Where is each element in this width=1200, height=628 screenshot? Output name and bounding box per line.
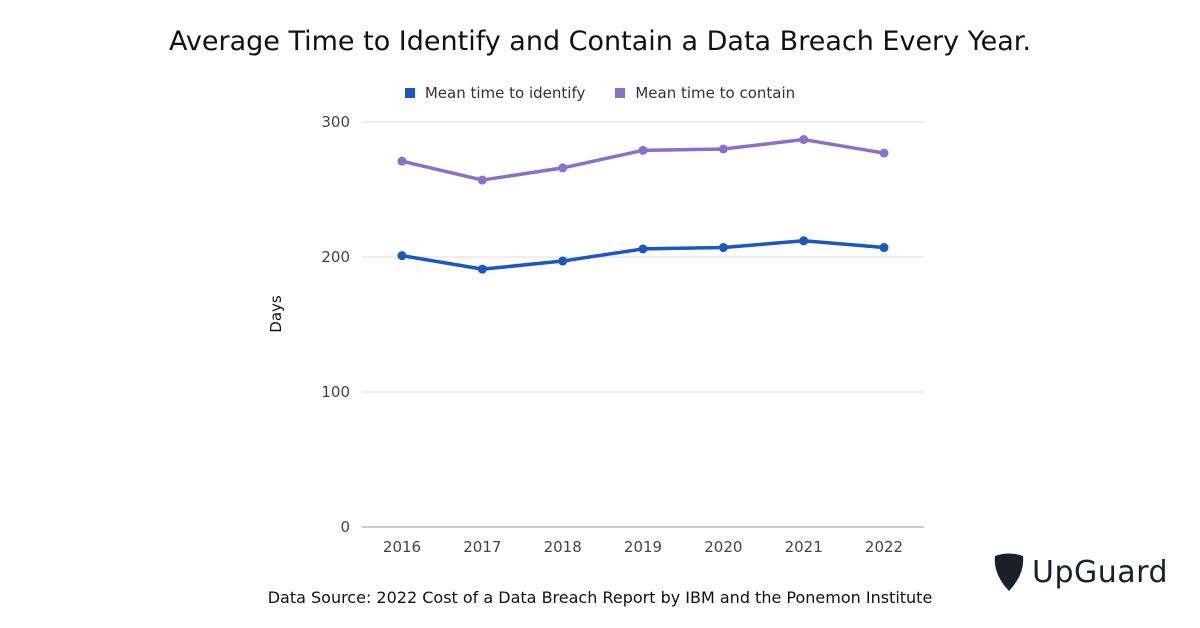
data-point bbox=[879, 148, 889, 158]
data-point bbox=[477, 264, 487, 274]
data-point bbox=[397, 251, 407, 261]
data-point bbox=[799, 236, 809, 246]
legend-item-contain[interactable]: Mean time to contain bbox=[615, 84, 795, 102]
data-point bbox=[879, 243, 889, 253]
x-tick-label: 2018 bbox=[544, 538, 582, 556]
data-point bbox=[477, 175, 487, 185]
series-line-1 bbox=[400, 137, 886, 182]
data-point bbox=[397, 156, 407, 166]
x-tick-label: 2020 bbox=[704, 538, 742, 556]
legend-label-identify: Mean time to identify bbox=[424, 84, 586, 102]
legend-label-contain: Mean time to contain bbox=[635, 84, 796, 102]
y-tick-label: 100 bbox=[321, 383, 350, 401]
brand-logo: UpGuard bbox=[992, 548, 1168, 596]
data-point bbox=[638, 244, 648, 254]
data-point bbox=[638, 145, 648, 155]
x-tick-label: 2022 bbox=[865, 538, 903, 556]
chart-legend: Mean time to identify Mean time to conta… bbox=[0, 84, 1200, 102]
legend-swatch-identify bbox=[404, 88, 415, 98]
x-tick-label: 2021 bbox=[785, 538, 823, 556]
chart-title: Average Time to Identify and Contain a D… bbox=[169, 26, 1031, 57]
data-point bbox=[718, 243, 728, 253]
data-point bbox=[718, 144, 728, 154]
x-tick-label: 2017 bbox=[463, 538, 501, 556]
legend-swatch-contain bbox=[615, 88, 626, 98]
data-point bbox=[799, 135, 809, 145]
shield-icon bbox=[994, 553, 1024, 591]
data-point bbox=[558, 163, 568, 173]
data-point bbox=[558, 256, 568, 266]
x-tick-label: 2016 bbox=[383, 538, 421, 556]
y-tick-label: 0 bbox=[340, 518, 350, 536]
y-tick-label: 300 bbox=[321, 113, 350, 131]
y-axis-title: Days bbox=[267, 295, 285, 333]
x-tick-label: 2019 bbox=[624, 538, 662, 556]
legend-item-identify[interactable]: Mean time to identify bbox=[404, 84, 586, 102]
brand-name: UpGuard bbox=[1032, 554, 1168, 590]
y-tick-label: 200 bbox=[321, 248, 350, 266]
data-source-note: Data Source: 2022 Cost of a Data Breach … bbox=[267, 588, 933, 607]
